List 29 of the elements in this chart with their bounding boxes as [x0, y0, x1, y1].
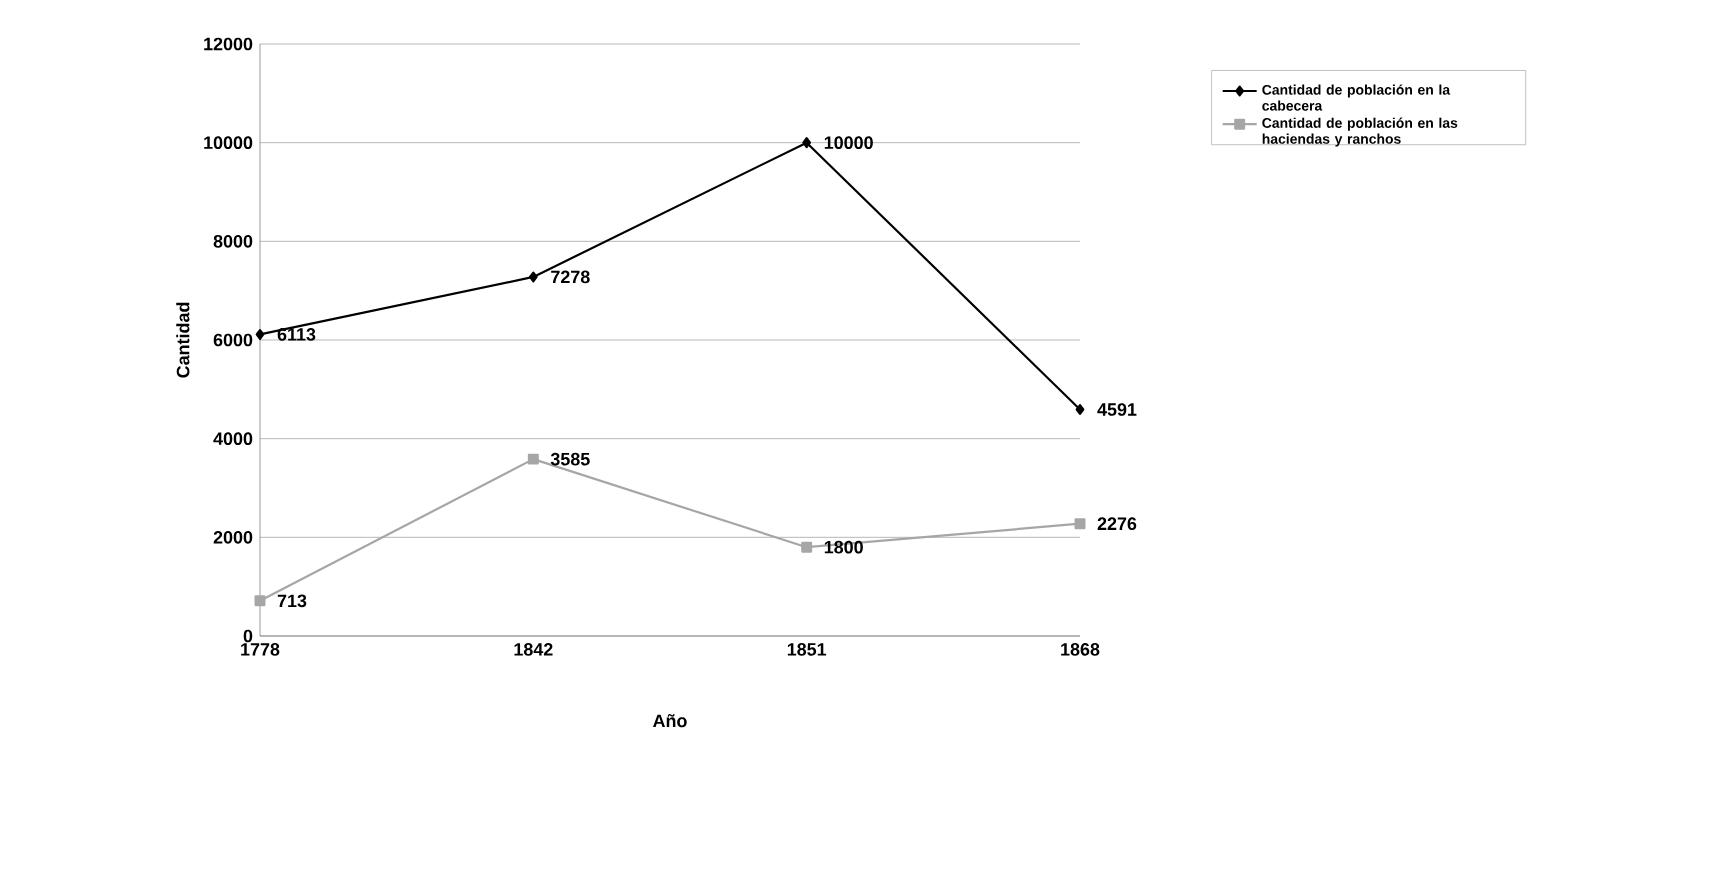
y-tick-label: 2000 — [213, 530, 253, 544]
point — [255, 328, 265, 340]
data-label: 3585 — [550, 452, 590, 466]
point — [254, 595, 266, 607]
point — [801, 541, 813, 553]
data-label: 6113 — [277, 328, 316, 341]
data-label: 1800 — [824, 540, 863, 554]
x-tick-label: 1842 — [514, 643, 553, 656]
point — [528, 271, 538, 283]
y-tick-label: 0 — [243, 629, 253, 643]
data-label: 4591 — [1097, 403, 1137, 416]
data-label: 7278 — [551, 270, 590, 284]
data-label: 10000 — [824, 136, 873, 150]
data-label: 2276 — [1097, 517, 1137, 531]
point — [802, 137, 812, 149]
y-tick-label: 8000 — [213, 234, 253, 248]
y-axis-title: Cantidad — [176, 302, 190, 378]
y-tick-label: 12000 — [204, 37, 253, 51]
x-tick-label: 1868 — [1061, 643, 1100, 656]
y-tick-label: 6000 — [213, 333, 253, 347]
point — [1075, 404, 1085, 415]
point — [527, 453, 539, 465]
y-tick-label: 10000 — [204, 136, 253, 150]
point — [1074, 518, 1086, 530]
data-label: 713 — [277, 594, 307, 608]
x-tick-label: 1778 — [241, 643, 280, 656]
x-tick-label: 1851 — [787, 643, 827, 656]
y-tick-label: 4000 — [213, 432, 253, 446]
x-axis-title: Año — [653, 714, 687, 728]
